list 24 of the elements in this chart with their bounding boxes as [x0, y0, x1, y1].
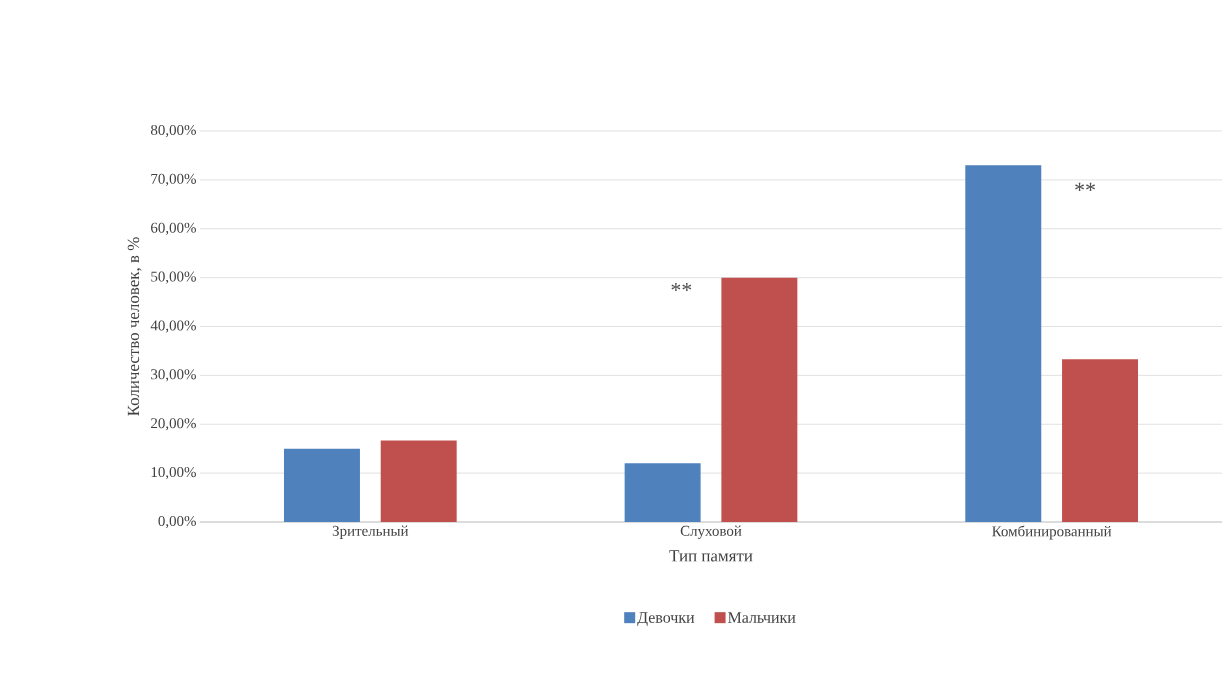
- y-tick-label: 50,00%: [151, 271, 196, 284]
- y-tick-label: 80,00%: [150, 124, 196, 138]
- bar: [283, 448, 360, 522]
- annotation: **: [671, 282, 692, 291]
- y-tick-label: 0,00%: [158, 515, 196, 529]
- bar: [965, 165, 1042, 522]
- bar: [380, 440, 457, 522]
- bar: [721, 277, 798, 522]
- legend-label: Девочки: [637, 612, 695, 627]
- y-tick-label: 10,00%: [151, 467, 196, 480]
- y-tick-label: 70,00%: [151, 173, 196, 186]
- x-tick-label: Слуховой: [680, 525, 742, 539]
- bar: [1062, 359, 1139, 522]
- y-tick-label: 60,00%: [151, 222, 196, 235]
- y-tick-label: 30,00%: [151, 369, 196, 382]
- legend-label: Мальчики: [728, 612, 796, 623]
- x-tick-label: Комбинированный: [992, 525, 1112, 540]
- annotation: **: [1075, 182, 1095, 191]
- y-axis-title: Количество человек, в %: [127, 237, 142, 416]
- x-tick-label: Зрительный: [332, 525, 409, 539]
- bar: [624, 463, 701, 522]
- x-axis-title: Тип памяти: [669, 550, 753, 562]
- y-tick-label: 40,00%: [150, 320, 196, 333]
- y-tick-label: 20,00%: [151, 418, 196, 431]
